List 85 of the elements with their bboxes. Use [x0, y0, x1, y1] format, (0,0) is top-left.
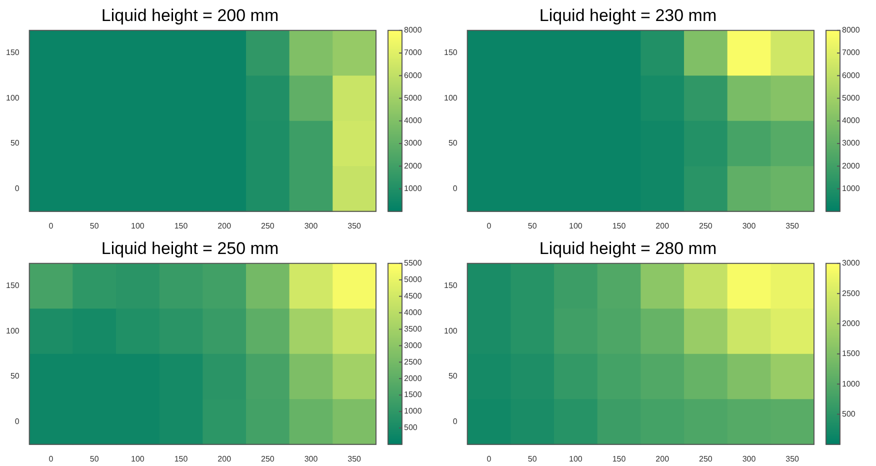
chart-title: Liquid height = 250 mm [101, 238, 279, 258]
color-bar-label: 4500 [404, 292, 422, 301]
y-tick-label: 150 [444, 281, 458, 290]
color-bar-label: 6000 [842, 70, 860, 80]
y-tick-label: 0 [452, 184, 458, 193]
x-tick-label: 350 [786, 221, 800, 230]
color-bar-label: 2000 [404, 161, 422, 170]
color-bar-label: 1000 [842, 379, 860, 388]
x-tick-label: 0 [486, 221, 492, 230]
y-tick-label: 150 [6, 281, 20, 290]
color-bar-label: 1500 [404, 390, 422, 400]
x-tick-label: 0 [48, 454, 54, 464]
y-tick-label: 0 [452, 416, 458, 426]
color-bar-label: 5000 [842, 93, 860, 102]
color-bar-label: 4000 [404, 308, 422, 317]
color-bar-label: 1500 [842, 349, 860, 358]
chart-title: Liquid height = 200 mm [101, 6, 279, 25]
x-tick-label: 150 [612, 221, 626, 230]
x-tick-label: 200 [218, 221, 232, 230]
y-tick-label: 50 [10, 372, 20, 381]
x-tick-label: 200 [656, 454, 670, 464]
x-tick-label: 50 [90, 221, 100, 230]
y-tick-label: 150 [444, 48, 458, 58]
x-tick-label: 250 [698, 454, 713, 464]
y-tick-label: 100 [6, 93, 20, 102]
color-bar-label: 7000 [404, 48, 422, 58]
x-tick-label: 100 [130, 454, 145, 464]
x-tick-label: 50 [90, 454, 100, 464]
color-bar-label: 6000 [404, 70, 422, 80]
x-tick-label: 150 [174, 221, 188, 230]
color-bar-label: 5000 [404, 275, 422, 284]
color-bar-label: 4000 [404, 116, 422, 126]
color-bar-label: 8000 [842, 26, 860, 35]
y-tick-label: 50 [448, 372, 458, 381]
x-tick-label: 250 [698, 221, 713, 230]
x-tick-label: 350 [348, 221, 362, 230]
color-bar-label: 1000 [842, 184, 860, 193]
color-bar-label: 2000 [842, 318, 860, 328]
x-tick-label: 100 [568, 221, 583, 230]
color-bar-label: 7000 [842, 48, 860, 58]
x-tick-label: 150 [174, 454, 188, 464]
x-tick-label: 50 [528, 454, 538, 464]
color-bar-label: 8000 [404, 26, 422, 35]
color-bar-label: 2000 [404, 374, 422, 383]
y-tick-label: 50 [448, 138, 458, 148]
x-tick-label: 50 [528, 221, 538, 230]
color-bar-label: 1000 [404, 184, 422, 193]
x-tick-label: 300 [742, 454, 756, 464]
x-tick-label: 150 [612, 454, 626, 464]
x-tick-label: 350 [348, 454, 362, 464]
color-bar-label: 5000 [404, 93, 422, 102]
x-tick-label: 0 [486, 454, 492, 464]
y-tick-label: 100 [444, 326, 458, 336]
y-tick-label: 0 [14, 416, 20, 426]
color-bar-label: 3000 [404, 138, 422, 148]
chart-title: Liquid height = 230 mm [539, 6, 717, 25]
color-bar-label: 500 [404, 423, 418, 432]
color-bar-label: 3000 [842, 138, 860, 148]
y-tick-label: 0 [14, 184, 20, 193]
color-bar-label: 3000 [404, 340, 422, 350]
x-tick-label: 300 [742, 221, 756, 230]
x-tick-label: 300 [304, 454, 318, 464]
x-tick-label: 250 [260, 221, 275, 230]
color-bar-label: 4000 [842, 116, 860, 126]
x-tick-label: 350 [786, 454, 800, 464]
color-bar-label: 2500 [404, 357, 422, 366]
x-tick-label: 100 [130, 221, 145, 230]
color-bar-label: 3500 [404, 324, 422, 334]
x-tick-label: 200 [656, 221, 670, 230]
x-tick-label: 200 [218, 454, 232, 464]
y-tick-label: 50 [10, 138, 20, 148]
x-tick-label: 250 [260, 454, 275, 464]
x-tick-label: 300 [304, 221, 318, 230]
x-tick-label: 100 [568, 454, 583, 464]
color-bar-label: 5500 [404, 258, 422, 268]
x-tick-label: 0 [48, 221, 54, 230]
color-bar-label: 500 [842, 409, 856, 418]
color-bar-label: 2500 [842, 288, 860, 298]
color-bar-label: 2000 [842, 161, 860, 170]
chart-title: Liquid height = 280 mm [539, 238, 717, 258]
color-bar-label: 3000 [842, 258, 860, 268]
y-tick-label: 100 [444, 93, 458, 102]
y-tick-label: 100 [6, 326, 20, 336]
color-bar-label: 1000 [404, 406, 422, 416]
y-tick-label: 150 [6, 48, 20, 58]
